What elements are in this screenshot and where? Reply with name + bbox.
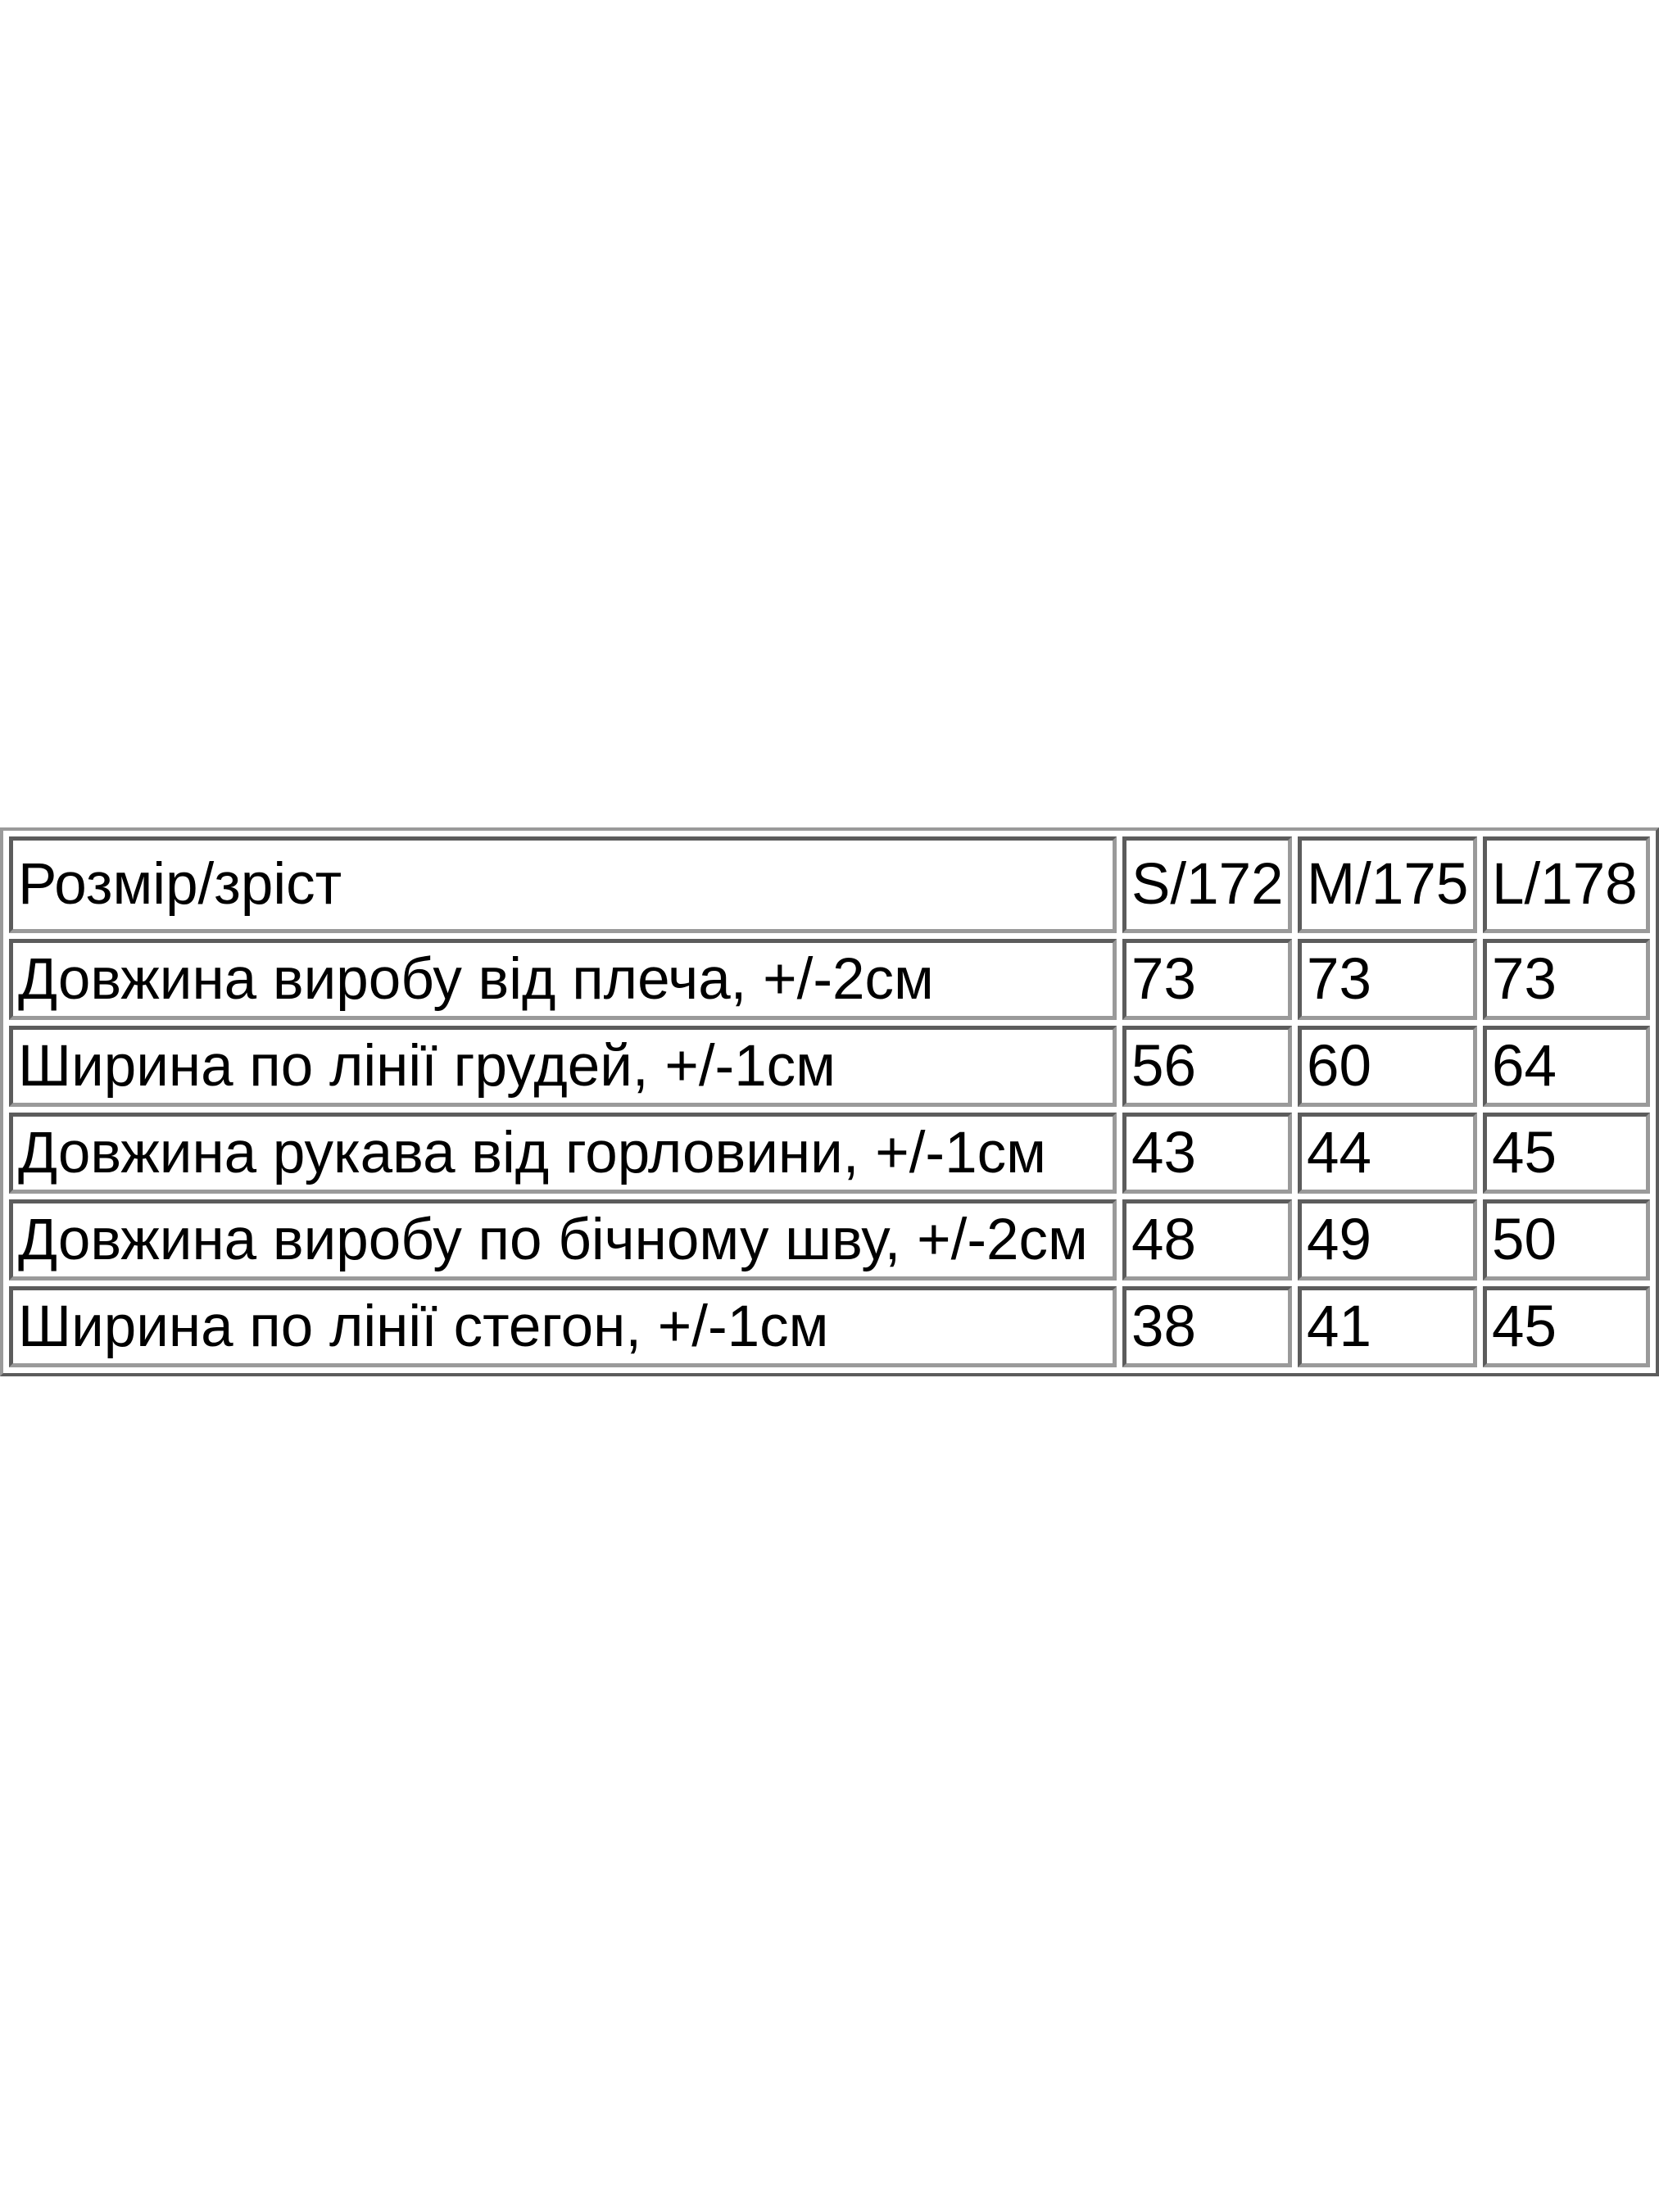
cell-value: 44	[1298, 1113, 1477, 1194]
table-row: Довжина рукава від горловини, +/-1см 43 …	[9, 1113, 1650, 1194]
header-cell-m: M/175	[1298, 836, 1477, 933]
header-cell-size-height: Розмір/зріст	[9, 836, 1117, 933]
header-cell-l: L/178	[1483, 836, 1650, 933]
row-label: Ширина по лінії стегон, +/-1см	[9, 1286, 1117, 1367]
size-chart-table: Розмір/зріст S/172 M/175 L/178 Довжина в…	[0, 827, 1659, 1376]
row-label: Довжина виробу від плеча, +/-2см	[9, 939, 1117, 1020]
cell-value: 38	[1122, 1286, 1292, 1367]
table-row: Довжина виробу по бічному шву, +/-2см 48…	[9, 1199, 1650, 1281]
cell-value: 56	[1122, 1026, 1292, 1107]
table-row: Ширина по лінії стегон, +/-1см 38 41 45	[9, 1286, 1650, 1367]
row-label: Довжина виробу по бічному шву, +/-2см	[9, 1199, 1117, 1281]
cell-value: 60	[1298, 1026, 1477, 1107]
table-row: Довжина виробу від плеча, +/-2см 73 73 7…	[9, 939, 1650, 1020]
header-cell-s: S/172	[1122, 836, 1292, 933]
row-label: Довжина рукава від горловини, +/-1см	[9, 1113, 1117, 1194]
cell-value: 45	[1483, 1286, 1650, 1367]
cell-value: 73	[1298, 939, 1477, 1020]
cell-value: 73	[1483, 939, 1650, 1020]
cell-value: 73	[1122, 939, 1292, 1020]
cell-value: 50	[1483, 1199, 1650, 1281]
cell-value: 43	[1122, 1113, 1292, 1194]
header-row: Розмір/зріст S/172 M/175 L/178	[9, 836, 1650, 933]
cell-value: 45	[1483, 1113, 1650, 1194]
cell-value: 48	[1122, 1199, 1292, 1281]
cell-value: 41	[1298, 1286, 1477, 1367]
cell-value: 49	[1298, 1199, 1477, 1281]
row-label: Ширина по лінії грудей, +/-1см	[9, 1026, 1117, 1107]
table-row: Ширина по лінії грудей, +/-1см 56 60 64	[9, 1026, 1650, 1107]
cell-value: 64	[1483, 1026, 1650, 1107]
